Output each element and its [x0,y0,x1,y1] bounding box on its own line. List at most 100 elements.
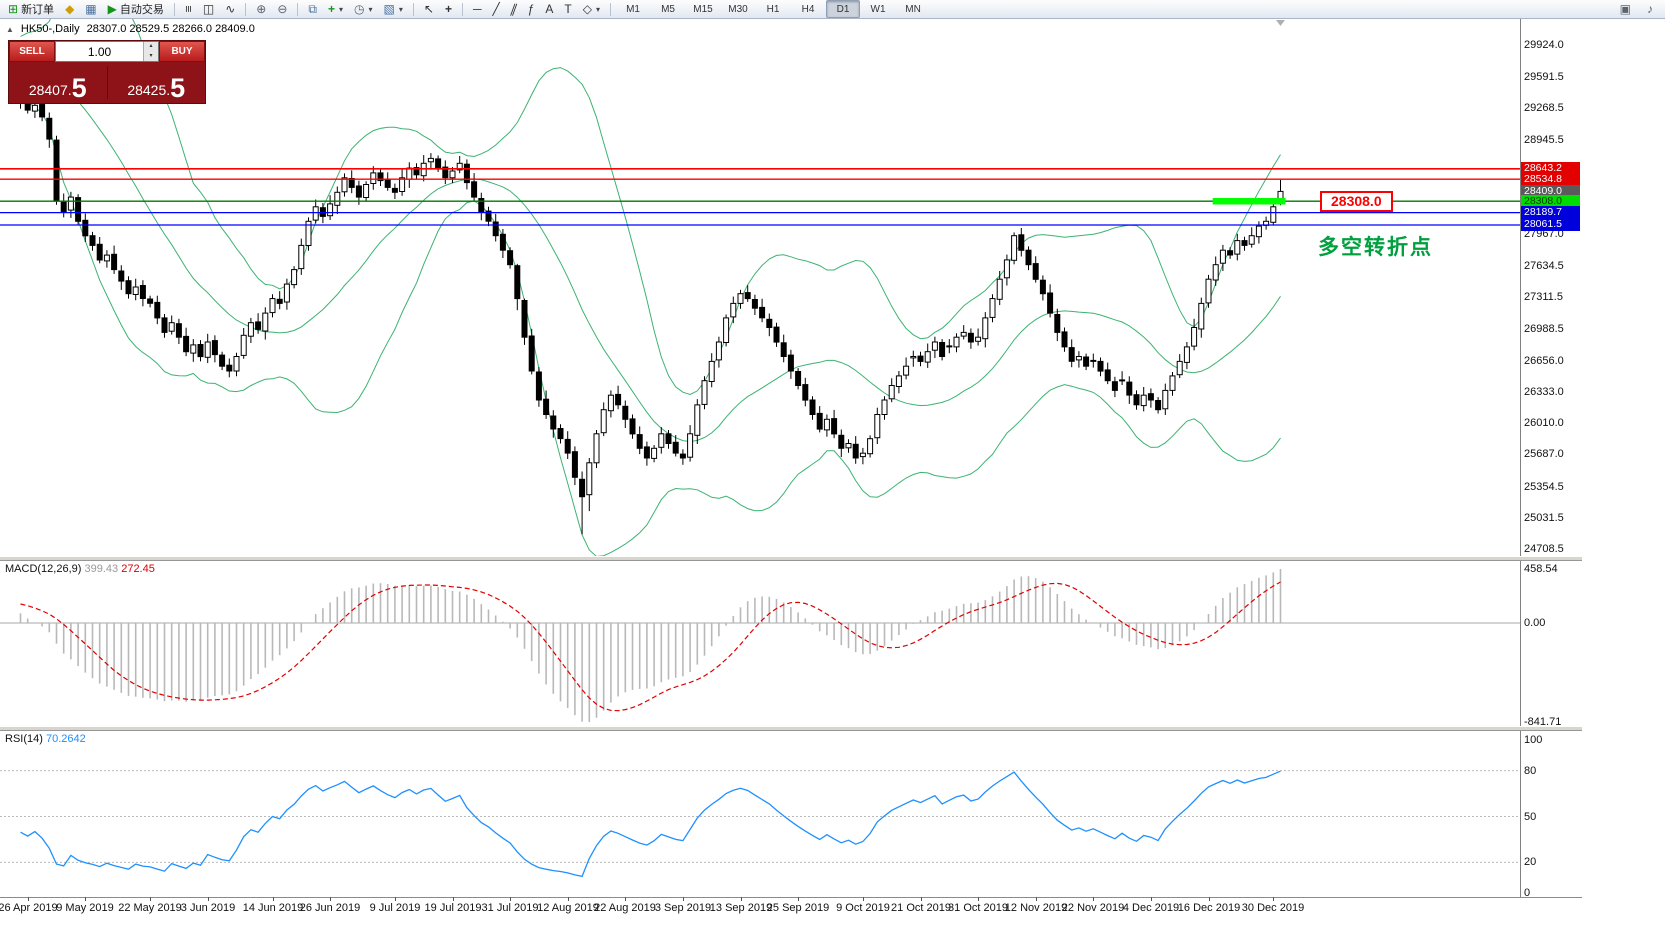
volume-up-button[interactable]: ▴ [144,42,158,52]
zoom-out-button[interactable]: ⊖ [272,0,292,18]
time-axis-label: 9 Oct 2019 [836,902,890,914]
time-axis-tick [683,897,684,901]
cursor-button[interactable]: ↖ [419,0,439,18]
hline-tool-icon: ─ [472,2,482,16]
indicators-icon: + [328,2,336,16]
time-axis-label: 3 Jun 2019 [180,902,236,914]
tile-windows-icon: ⧉ [308,2,317,16]
buy-button[interactable]: BUY [159,41,205,62]
time-axis-label: 14 Jun 2019 [242,902,304,914]
fibonacci-tool-button[interactable]: ƒ [523,0,540,18]
time-axis-label: 3 Sep 2019 [654,902,712,914]
templates-dropdown-icon: ▾ [398,4,403,14]
timeframe-h4[interactable]: H4 [801,3,815,15]
candlestick-chart-icon: ◫ [202,2,215,16]
crosshair-button[interactable]: + [440,0,457,18]
time-axis-label: 12 Aug 2019 [537,902,599,914]
panel-separator-rsi[interactable] [0,726,1582,731]
buy-price-small: 28425. [127,82,171,98]
buy-price[interactable]: 28425. 5 [108,62,206,103]
zoom-in-button[interactable]: ⊕ [251,0,271,18]
macd-indicator-label: MACD(12,26,9) 399.43 272.45 [5,563,155,575]
time-axis-tick [208,897,209,901]
timeframe-h1[interactable]: H1 [766,3,780,15]
time-axis-tick [1209,897,1210,901]
buy-price-big: 5 [170,72,186,103]
hline-tool-button[interactable]: ─ [468,0,487,18]
rsi-axis-label: 50 [1524,811,1537,823]
trendline-tool-icon: ╱ [492,2,500,16]
price-axis-label: 27967.0 [1524,228,1564,240]
period-button[interactable]: ◷ ▾ [349,0,378,18]
price-tag: 28409.0 [1521,185,1580,198]
rsi-value: 70.2642 [45,733,86,745]
channel-tool-icon: ∥ [508,2,520,16]
time-axis-label: 26 Apr 2019 [0,902,58,914]
shapes-dropdown-icon: ▾ [596,4,601,14]
autotrading-button[interactable]: ▶ 自动交易 [103,0,169,18]
time-axis-label: 31 Jul 2019 [481,902,539,914]
toolbar-separator [461,2,463,16]
templates-button[interactable]: ▧ ▾ [379,0,408,18]
time-axis-tick [568,897,569,901]
turning-point-note[interactable]: 多空转折点 [1318,236,1433,259]
alerts-icon: ♪ [1647,2,1653,16]
price-level-annotation[interactable]: 28308.0 [1320,191,1393,212]
time-axis-tick [1273,897,1274,901]
toolbar-separator [245,2,247,16]
timeframe-m1[interactable]: M1 [626,3,640,15]
time-axis[interactable] [0,897,1582,922]
new-order-button[interactable]: ⊞ 新订单 [3,0,59,18]
tile-windows-button[interactable]: ⧉ [303,0,322,18]
price-axis-label: 28945.5 [1524,134,1564,146]
panel-separator-macd[interactable] [0,556,1582,561]
templates-icon: ▧ [383,2,395,16]
rsi-axis-label: 0 [1524,887,1531,899]
candlestick-chart-button[interactable]: ◫ [198,0,219,18]
timeframe-d1[interactable]: D1 [826,0,861,18]
sell-button[interactable]: SELL [9,41,55,62]
price-axis-label: 25687.0 [1524,448,1564,460]
text-tool-button[interactable]: A [540,0,558,18]
volume-down-button[interactable]: ▾ [144,51,158,61]
charts-grid-button[interactable]: ▦ [80,0,101,18]
volume-input[interactable] [56,42,143,61]
community-button[interactable]: ◆ [60,0,79,18]
timeframe-m5[interactable]: M5 [661,3,675,15]
trendline-tool-button[interactable]: ╱ [487,0,504,18]
time-axis-tick [741,897,742,901]
indicators-button[interactable]: + ▾ [323,0,348,18]
time-axis-label: 30 Dec 2019 [1241,902,1305,914]
price-axis-label: 27634.5 [1524,260,1564,272]
time-axis-label: 9 Jul 2019 [369,902,421,914]
price-tag: 28061.5 [1521,218,1580,231]
sell-price[interactable]: 28407. 5 [9,62,107,103]
line-chart-button[interactable]: ∿ [220,0,240,18]
price-axis-label: 29591.5 [1524,71,1564,83]
shapes-tool-button[interactable]: ◇ ▾ [578,0,605,18]
macd-main-value: 399.43 [84,563,119,575]
timeframe-m15[interactable]: M15 [693,3,713,15]
label-tool-button[interactable]: T [559,0,576,18]
time-axis-tick [395,897,396,901]
time-axis-tick [1151,897,1152,901]
cursor-icon: ↖ [423,2,434,16]
time-axis-tick [510,897,511,901]
price-axis-label: 26656.0 [1524,355,1564,367]
time-axis-label: 21 Oct 2019 [891,902,951,914]
terminal-icon: ▣ [1619,2,1631,16]
ohlc-values: 28307.0 28529.5 28266.0 28409.0 [86,23,255,35]
timeframe-w1[interactable]: W1 [870,3,886,15]
bar-chart-button[interactable]: ≡ [180,0,197,18]
price-tag: 28308.0 [1521,195,1580,208]
one-click-toggle-icon[interactable]: ▲ [6,24,14,34]
timeframe-mn[interactable]: MN [905,3,921,15]
time-axis-label: 26 Jun 2019 [299,902,361,914]
timeframe-m30[interactable]: M30 [728,3,748,15]
community-icon: ◆ [65,2,75,16]
alerts-button[interactable]: ♪ [1642,0,1658,18]
terminal-button[interactable]: ▣ [1615,0,1636,18]
macd-signal-value: 272.45 [121,563,155,575]
channel-tool-button[interactable]: ∥ [506,0,522,18]
